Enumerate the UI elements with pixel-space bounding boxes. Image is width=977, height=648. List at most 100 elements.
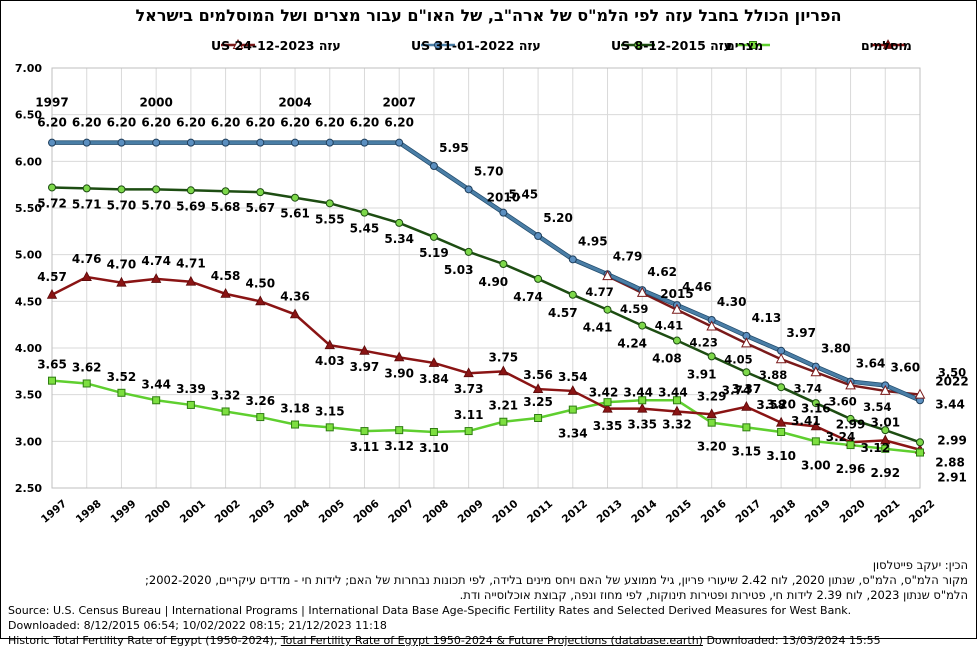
gaza-2023-data-label: 3.74	[794, 381, 822, 395]
point-marker	[46, 288, 58, 299]
gaza-2022-data-label: 3.60	[890, 360, 920, 374]
gaza-2023-data-label: 3.50	[938, 366, 966, 380]
y-tick-label: 6.00	[15, 155, 42, 168]
legend-label: מוסלמים	[861, 38, 912, 53]
point-marker	[48, 183, 56, 192]
egypt-data-label: 3.34	[558, 427, 588, 441]
point-marker	[221, 138, 230, 147]
muslims-data-label: 4.58	[211, 269, 241, 283]
point-marker	[749, 41, 757, 49]
gaza-2022-data-label: 4.62	[647, 265, 677, 279]
point-marker	[603, 398, 612, 407]
point-marker	[810, 366, 822, 377]
egypt-source-link[interactable]: Total Fertility Rate of Egypt 1950-2024 …	[280, 634, 703, 647]
y-tick-label: 4.50	[15, 295, 42, 308]
x-tick-label: 2000	[143, 498, 173, 526]
point-marker	[707, 352, 716, 361]
gaza-2023-data-label: 4.23	[689, 336, 717, 350]
point-marker	[567, 385, 578, 395]
point-marker	[881, 444, 890, 453]
point-marker	[534, 232, 543, 240]
gaza-2015-data-label: 2.99	[937, 433, 967, 447]
x-tick-label: 2010	[490, 498, 520, 526]
point-marker	[846, 441, 855, 450]
point-marker	[880, 434, 891, 445]
legend-label: עזה US 8-12-2015	[611, 38, 732, 53]
gaza-2022-data-label: 6.20	[280, 116, 310, 130]
gaza-2022-data-label: 5.95	[439, 141, 469, 155]
point-marker	[117, 388, 126, 397]
muslims-data-label: 3.44	[658, 385, 688, 399]
point-marker	[186, 138, 195, 147]
point-marker	[634, 41, 642, 49]
gaza-2022-data-label: 6.20	[37, 116, 67, 130]
point-marker	[532, 383, 544, 393]
muslims-data-label: 4.70	[107, 258, 137, 272]
egypt-data-label: 3.10	[419, 441, 449, 455]
point-marker	[464, 247, 473, 256]
point-marker	[777, 428, 786, 436]
muslims-data-label: 3.44	[623, 385, 653, 399]
point-marker	[291, 420, 300, 429]
egypt-data-label: 3.35	[627, 417, 657, 431]
point-marker	[706, 408, 717, 419]
muslims-data-label: 3.90	[384, 366, 414, 380]
muslims-data-label: 3.97	[350, 360, 380, 374]
legend-label: עזה US 24-12-2023	[211, 38, 341, 53]
gaza-2022-data-label: 6.20	[141, 116, 171, 130]
muslims-data-label: 4.74	[141, 254, 171, 268]
x-tick-label: 2015	[664, 498, 694, 526]
egypt-data-label: 3.11	[350, 440, 380, 454]
x-tick-label: 2003	[247, 498, 277, 526]
point-marker	[534, 414, 543, 422]
gaza-2015-data-label: 4.08	[652, 352, 682, 366]
point-marker	[394, 351, 405, 362]
muslims-data-label: 3.01	[870, 415, 900, 429]
y-tick-label: 5.00	[15, 249, 42, 262]
gaza-2022-data-label: 4.46	[682, 280, 712, 294]
gaza-2022-data-label: 6.20	[246, 116, 276, 130]
point-marker	[150, 273, 162, 283]
point-marker	[429, 232, 438, 241]
x-tick-label: 2022	[907, 498, 937, 526]
point-marker	[846, 414, 855, 423]
egypt-source: Historic Total Fertility Rate of Egypt (…	[8, 633, 968, 648]
egypt-data-label: 3.65	[37, 358, 67, 372]
point-marker	[636, 286, 648, 297]
point-marker	[811, 399, 820, 408]
egypt-data-label: 3.20	[697, 440, 727, 454]
egypt-data-label: 3.52	[107, 370, 137, 384]
point-marker	[395, 426, 404, 435]
muslims-data-label: 3.20	[766, 398, 796, 412]
egypt-data-label: 3.12	[384, 439, 414, 453]
point-marker	[434, 41, 442, 49]
y-tick-label: 2.50	[15, 482, 42, 495]
source-cbs-2: הלמ"ס שנתון 2023, לוח 2.39 לידות חי, פטי…	[459, 588, 968, 602]
muslims-data-label: 3.37	[732, 382, 762, 396]
y-tick-label: 3.50	[15, 389, 42, 402]
gaza-2015-data-label: 3.58	[756, 398, 786, 412]
gaza-2023-data-label: 4.05	[724, 352, 752, 366]
point-marker	[916, 438, 924, 447]
point-marker	[742, 423, 751, 432]
x-tick-label: 2018	[768, 498, 798, 526]
year-annotation: 1997	[35, 96, 68, 110]
y-tick-label: 4.00	[15, 342, 42, 355]
point-marker	[706, 320, 718, 331]
point-marker	[325, 138, 334, 147]
gaza-2022-data-label: 6.20	[107, 116, 137, 130]
point-marker	[428, 357, 440, 367]
egypt-data-label: 2.88	[935, 456, 965, 470]
source-us: Source: U.S. Census Bureau | Internation…	[8, 604, 852, 617]
point-marker	[325, 199, 334, 208]
point-marker	[775, 353, 787, 364]
x-tick-label: 2016	[699, 498, 729, 526]
muslims-data-label: 4.03	[315, 354, 345, 368]
point-marker	[568, 405, 577, 414]
gaza-2022-data-label: 6.20	[384, 116, 414, 130]
point-marker	[811, 437, 820, 446]
legend-label: מצרים	[726, 38, 763, 53]
gaza-2015-data-label: 3.74	[722, 383, 752, 397]
point-marker	[232, 38, 244, 49]
